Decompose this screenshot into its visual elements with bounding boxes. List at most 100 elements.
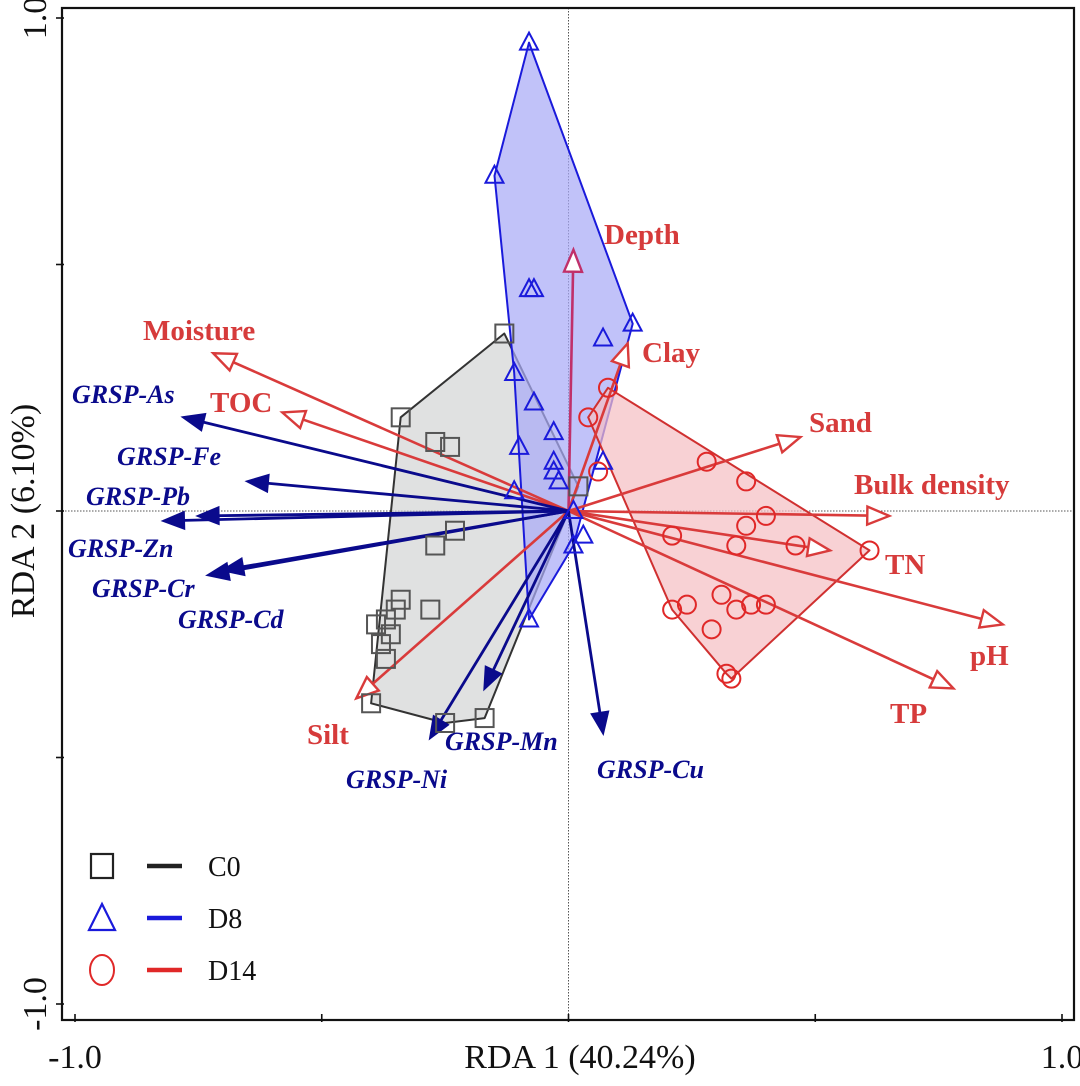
vector-line-silt: [371, 510, 570, 685]
point-d14: [588, 461, 609, 482]
vector-label-grsp-as: GRSP-As: [72, 380, 175, 409]
point-d8: [523, 277, 545, 298]
point-c0: [425, 431, 446, 452]
vector-label-grsp-fe: GRSP-Fe: [117, 442, 221, 471]
point-d14: [726, 599, 747, 620]
vector-line-bulk-density: [568, 509, 868, 517]
point-d14: [676, 594, 697, 615]
vector-label-ph: pH: [970, 640, 1009, 672]
point-c0: [375, 648, 396, 669]
vector-line-depth: [567, 271, 575, 512]
point-c0: [474, 708, 495, 729]
arrowhead-grsp-cd: [205, 561, 231, 581]
group-hulls: [370, 41, 871, 724]
vector-line-grsp-mn: [485, 510, 570, 684]
arrowhead-clay: [609, 340, 631, 369]
arrowhead-grsp-fe: [244, 473, 270, 494]
vector-label-depth: Depth: [604, 219, 680, 251]
point-d8: [518, 607, 540, 628]
point-c0: [494, 323, 515, 344]
arrowhead-moisture: [210, 351, 239, 373]
point-d14: [721, 668, 742, 689]
legend-d14-marker: [89, 954, 115, 986]
x-tick-label: -1.0: [48, 1039, 102, 1076]
point-d14: [711, 584, 732, 605]
legend: C0 D8 D14: [87, 852, 256, 987]
vector-label-grsp-cd: GRSP-Cd: [178, 605, 284, 634]
legend-d8-label: D8: [208, 904, 242, 935]
y-axis-title: RDA 2 (6.10%): [5, 404, 42, 618]
legend-c0-marker: [89, 852, 115, 880]
point-c0: [425, 535, 446, 556]
point-d8: [503, 479, 525, 500]
x-tick-label: 1.0: [1041, 1039, 1080, 1076]
arrowhead-tp: [927, 668, 957, 690]
sample-points: [361, 30, 880, 733]
vector-label-toc: TOC: [210, 387, 272, 419]
axes: -1.0 1.0 1.0 -1.0: [17, 0, 1080, 1076]
arrowhead-bulk-density: [865, 504, 893, 527]
point-d8: [508, 434, 530, 455]
point-d8: [562, 533, 585, 554]
vector-label-grsp-pb: GRSP-Pb: [86, 482, 190, 511]
point-d8: [562, 498, 585, 519]
vector-label-tp: TP: [890, 698, 927, 730]
point-d14: [755, 505, 776, 526]
point-d8: [503, 360, 525, 381]
point-d8: [543, 449, 565, 470]
vector-line-grsp-ni: [432, 510, 570, 734]
point-d8: [523, 390, 545, 411]
vector-line-toc: [302, 418, 569, 513]
point-d8: [592, 326, 614, 347]
point-d14: [755, 594, 776, 615]
arrowhead-toc: [279, 409, 308, 431]
vector-labels: Depth Clay Moisture TOC Sand Bulk density TN pH…: [68, 219, 1010, 794]
vector-label-clay: Clay: [642, 337, 701, 369]
point-c0: [568, 476, 589, 497]
vector-label-grsp-cr: GRSP-Cr: [92, 574, 195, 603]
vector-line-grsp-cd: [213, 509, 569, 576]
point-d14: [716, 663, 737, 684]
vector-label-tn: TN: [885, 549, 925, 581]
vector-line-grsp-cu: [567, 510, 604, 728]
point-d14: [662, 599, 683, 620]
vector-label-bulk-density: Bulk density: [854, 469, 1010, 501]
vector-line-clay: [567, 363, 622, 512]
point-d8: [592, 449, 614, 470]
point-d14: [701, 619, 722, 640]
vector-label-grsp-zn: GRSP-Zn: [68, 534, 173, 563]
vector-label-grsp-cu: GRSP-Cu: [597, 755, 704, 784]
point-d8: [543, 459, 565, 480]
arrowhead-tn: [805, 536, 834, 558]
vector-line-grsp-fe: [253, 480, 569, 513]
point-d8: [543, 419, 565, 441]
point-d14: [741, 594, 762, 615]
point-d14: [578, 407, 599, 428]
vector-label-sand: Sand: [809, 407, 872, 439]
point-d14: [736, 471, 757, 492]
point-d8: [547, 469, 570, 490]
point-d14: [696, 451, 717, 472]
point-c0: [370, 634, 391, 655]
vector-line-grsp-zn: [169, 509, 569, 523]
point-d8: [572, 523, 594, 544]
point-d14: [662, 525, 683, 546]
x-axis-title: RDA 1 (40.24%): [464, 1039, 695, 1076]
point-d14: [726, 535, 747, 556]
vector-label-silt: Silt: [307, 719, 349, 751]
arrowhead-ph: [977, 608, 1006, 629]
point-c0: [440, 436, 461, 457]
point-d14: [597, 377, 618, 398]
point-d8: [518, 30, 540, 51]
legend-d14-label: D14: [208, 956, 256, 987]
vector-label-grsp-ni: GRSP-Ni: [346, 765, 448, 794]
point-c0: [444, 520, 465, 541]
vector-line-sand: [568, 442, 780, 513]
legend-c0-label: C0: [208, 852, 241, 883]
vector-label-moisture: Moisture: [143, 315, 255, 347]
hull-d8: [493, 41, 634, 621]
point-c0: [435, 712, 456, 733]
point-d8: [483, 163, 506, 184]
point-d8: [621, 311, 644, 332]
